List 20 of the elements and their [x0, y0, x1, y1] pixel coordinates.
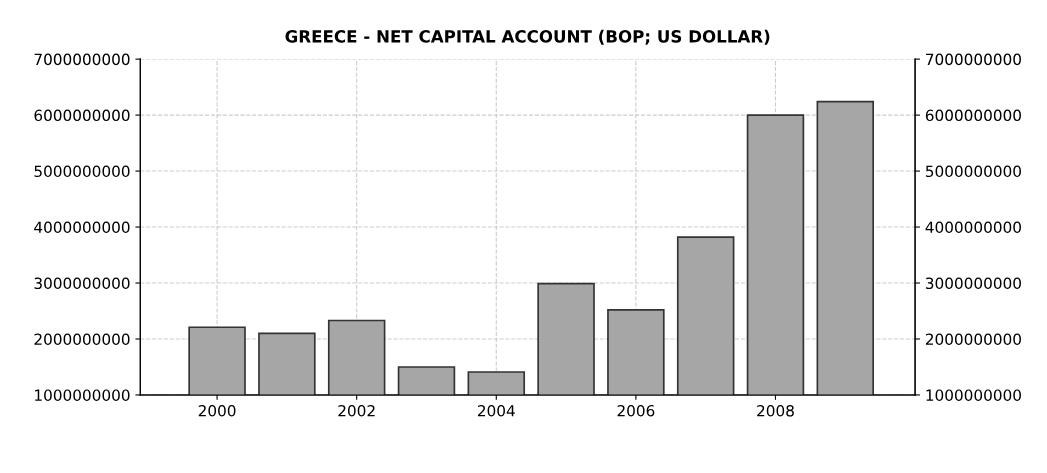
- y2-tick-label: 3000000000: [925, 277, 1021, 290]
- y2-tick-label: 5000000000: [925, 165, 1021, 178]
- x-tick-label: 2004: [477, 404, 515, 417]
- y-tick-label: 2000000000: [34, 333, 130, 345]
- x-tick-label: 2000: [198, 404, 236, 417]
- x-tick-label: 2002: [338, 404, 375, 417]
- y2-tick-label: 7000000000: [926, 53, 1021, 66]
- x-tick-label: 2006: [617, 404, 655, 417]
- chart-title: GREECE - NET CAPITAL ACCOUNT (BOP; US DOLLAR): [285, 29, 770, 45]
- y2-tick-label: 4000000000: [925, 221, 1021, 234]
- y-tick-label: 1000000000: [35, 389, 130, 401]
- y2-tick-label: 1000000000: [926, 389, 1021, 401]
- y-tick-label: 7000000000: [34, 53, 130, 66]
- y-tick-label: 3000000000: [34, 277, 130, 290]
- y-tick-label: 5000000000: [34, 165, 130, 178]
- y2-tick-label: 6000000000: [925, 109, 1021, 122]
- y2-tick-label: 2000000000: [925, 333, 1021, 345]
- x-tick-label: 2008: [757, 404, 794, 417]
- y-tick-label: 4000000000: [34, 221, 130, 234]
- y-tick-label: 6000000000: [34, 109, 130, 122]
